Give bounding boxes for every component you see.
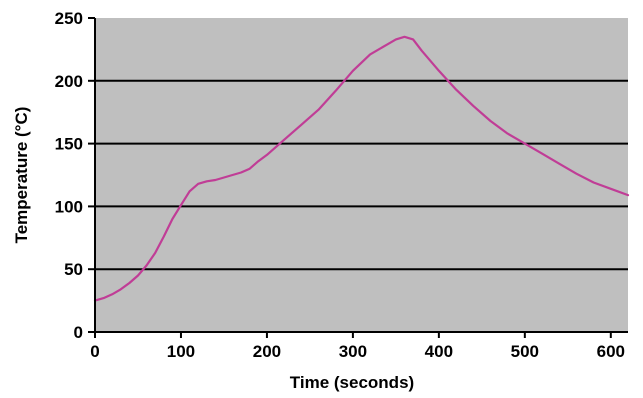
plot-background <box>95 18 628 332</box>
x-tick-label-100: 100 <box>167 342 195 361</box>
series-layer <box>93 35 630 302</box>
tick-labels: 0 50 100 150 200 250 0 100 200 300 400 500 600 <box>55 9 625 361</box>
y-axis-title: Temperature (°C) <box>12 107 31 244</box>
x-tick-label-600: 600 <box>597 342 625 361</box>
x-tick-label-0: 0 <box>90 342 99 361</box>
x-tick-label-300: 300 <box>339 342 367 361</box>
gridlines <box>95 79 628 271</box>
y-tick-label-100: 100 <box>55 197 83 216</box>
y-tick-label-50: 50 <box>64 260 83 279</box>
y-tick-label-250: 250 <box>55 9 83 28</box>
x-tick-label-200: 200 <box>253 342 281 361</box>
x-tick-label-400: 400 <box>425 342 453 361</box>
y-tick-label-0: 0 <box>74 323 83 342</box>
x-axis-title: Time (seconds) <box>290 373 414 392</box>
y-tick-label-200: 200 <box>55 72 83 91</box>
axes <box>88 17 628 338</box>
y-tick-label-150: 150 <box>55 135 83 154</box>
series-line-0 <box>93 35 630 302</box>
x-tick-label-500: 500 <box>511 342 539 361</box>
